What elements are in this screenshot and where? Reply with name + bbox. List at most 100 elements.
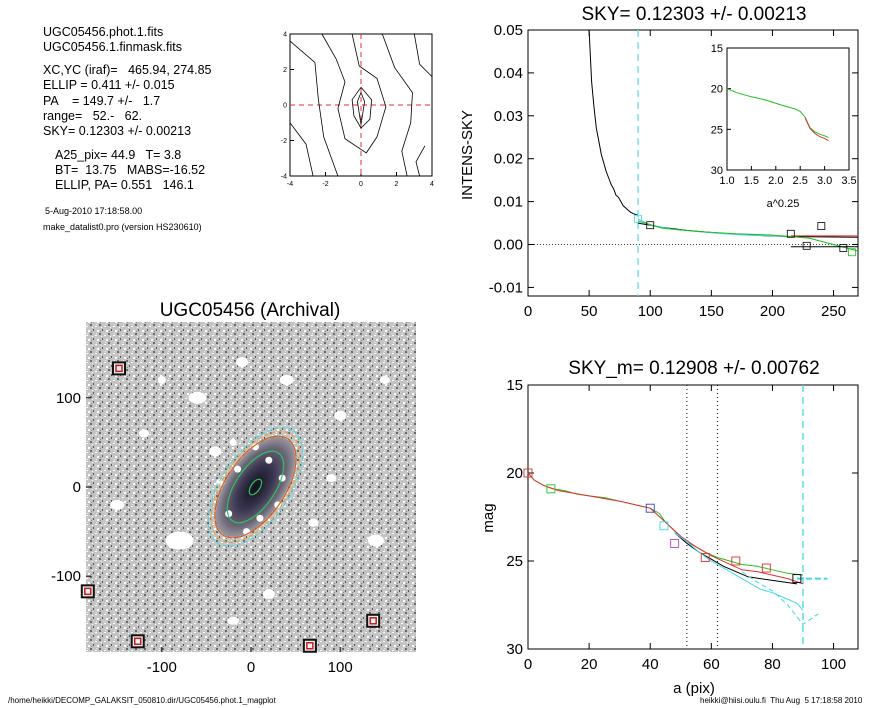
sky-marker — [786, 229, 795, 238]
mag-marker — [645, 503, 655, 513]
sky-ytick-label: 0.02 — [494, 151, 523, 168]
mag-chart-title: SKY_m= 0.12908 +/- 0.00762 — [568, 358, 819, 379]
file-name-mask: UGC05456.1.finmask.fits — [43, 40, 182, 54]
sky-xtick-label: 200 — [760, 303, 785, 320]
isophote-ellipse — [226, 450, 285, 524]
mag-xtick-label: 20 — [581, 656, 598, 673]
contour-line — [415, 145, 426, 177]
galaxy-xtick-label: -100 — [147, 659, 177, 676]
masked-star — [225, 510, 233, 518]
gal-bt: BT= 13.75 MABS=-16.52 — [55, 163, 206, 177]
mag-series-line — [674, 532, 797, 585]
inset-ytick-label: 20 — [711, 84, 723, 96]
sky-ytick-label: -0.01 — [489, 279, 523, 296]
fit-pa: PA = 149.7 +/- 1.7 — [43, 94, 161, 108]
contour-xtick-label: -4 — [287, 181, 293, 188]
marked-source — [80, 584, 95, 599]
mag-ytick-label: 20 — [506, 465, 523, 482]
masked-region — [110, 499, 125, 510]
inset-xtick-label: 2.5 — [793, 175, 808, 187]
galaxy-background — [86, 322, 416, 652]
fit-center: XC,YC (iraf)= 465.94, 274.85 — [43, 63, 212, 77]
masked-star — [278, 474, 286, 482]
mag-series-line — [527, 472, 804, 576]
masked-star — [216, 479, 224, 487]
mag-xtick-label: 100 — [821, 656, 846, 673]
mag-ytick-label: 25 — [506, 553, 523, 570]
masked-region — [334, 410, 347, 421]
sky-xtick-label: 250 — [821, 303, 846, 320]
marked-source-inner — [369, 617, 377, 625]
sky-xtick-label: 50 — [581, 303, 598, 320]
sky-marker — [817, 222, 826, 230]
marked-source-inner — [306, 642, 314, 650]
mag-sky-dashed — [741, 571, 819, 626]
masked-region — [227, 616, 240, 625]
contour-frame — [289, 33, 433, 177]
inset-series-line — [726, 88, 829, 138]
sky-ytick-label: 0.04 — [494, 65, 523, 82]
isophote-ellipse — [207, 427, 304, 547]
mag-marker — [659, 521, 669, 531]
footer-path: /home/heikki/DECOMP_GALAKSIT_050810.dir/… — [8, 696, 276, 705]
mag-marker — [761, 563, 771, 573]
fit-sky: SKY= 0.12303 +/- 0.00213 — [43, 124, 192, 138]
sky-series-line — [637, 222, 859, 238]
mag-marker — [700, 553, 710, 562]
masked-region — [326, 474, 337, 483]
contour-line — [413, 33, 433, 77]
sky-series-line — [588, 29, 639, 216]
masked-star — [234, 465, 242, 473]
sky-chart-title: SKY= 0.12303 +/- 0.00213 — [581, 4, 806, 25]
masked-star — [243, 528, 251, 536]
sky-series-line — [637, 220, 859, 252]
contour-xtick-label: 4 — [430, 181, 434, 188]
contour-line — [289, 122, 314, 177]
inset-xtick-label: 3.0 — [817, 175, 832, 187]
inset-xtick-label: 3.5 — [841, 175, 856, 187]
contour-line — [289, 40, 339, 177]
contour-ytick-label: -4 — [281, 174, 287, 181]
inset-series-line — [804, 117, 829, 142]
contour-line — [351, 87, 373, 129]
fit-range: range= 52.- 62. — [43, 109, 143, 123]
galaxy-ytick-label: 100 — [56, 390, 81, 407]
masked-star — [229, 438, 237, 446]
masked-region — [209, 446, 222, 457]
marked-source-inner — [115, 364, 123, 373]
mag-ytick-label: 15 — [506, 377, 523, 394]
contour-ytick-label: 0 — [283, 103, 287, 110]
masked-region — [279, 374, 294, 385]
masked-region — [262, 589, 275, 600]
inset-ytick-label: 30 — [711, 165, 723, 177]
isophote-ellipse — [210, 430, 301, 544]
inset-ytick-label: 25 — [711, 124, 723, 136]
masked-region — [367, 534, 384, 547]
program-version: make_datalist0.pro (version HS230610) — [43, 222, 202, 232]
isophote-ellipse — [248, 478, 263, 496]
marked-source — [112, 361, 126, 376]
masked-region — [379, 375, 390, 384]
contour-ytick-label: -2 — [281, 138, 287, 145]
mag-marker — [523, 468, 533, 478]
sky-ytick-label: 0.03 — [494, 108, 523, 125]
mag-marker — [731, 556, 741, 566]
masked-region — [157, 375, 166, 384]
footer-user: heikki@hiisi.oulu.fi Thu Aug 5 17:18:58 … — [700, 696, 863, 705]
marked-source — [302, 638, 317, 653]
marked-source-inner — [133, 637, 142, 646]
marked-source — [130, 634, 145, 649]
mag-xtick-label: 60 — [703, 656, 720, 673]
masked-region — [308, 518, 319, 527]
file-name-phot: UGC05456.phot.1.fits — [43, 25, 164, 39]
sky-marker — [634, 214, 642, 223]
galaxy-xtick-label: 0 — [247, 659, 255, 676]
mag-chart-ylabel: mag — [480, 503, 497, 532]
contour-xtick-label: 0 — [359, 181, 363, 188]
sky-ytick-label: 0.05 — [494, 22, 523, 39]
galaxy-ytick-label: 0 — [73, 479, 81, 496]
marked-source-inner — [84, 587, 92, 596]
galaxy-body — [215, 437, 296, 537]
sky-series-line — [637, 218, 791, 237]
inset-xlabel: a^0.25 — [767, 198, 800, 210]
